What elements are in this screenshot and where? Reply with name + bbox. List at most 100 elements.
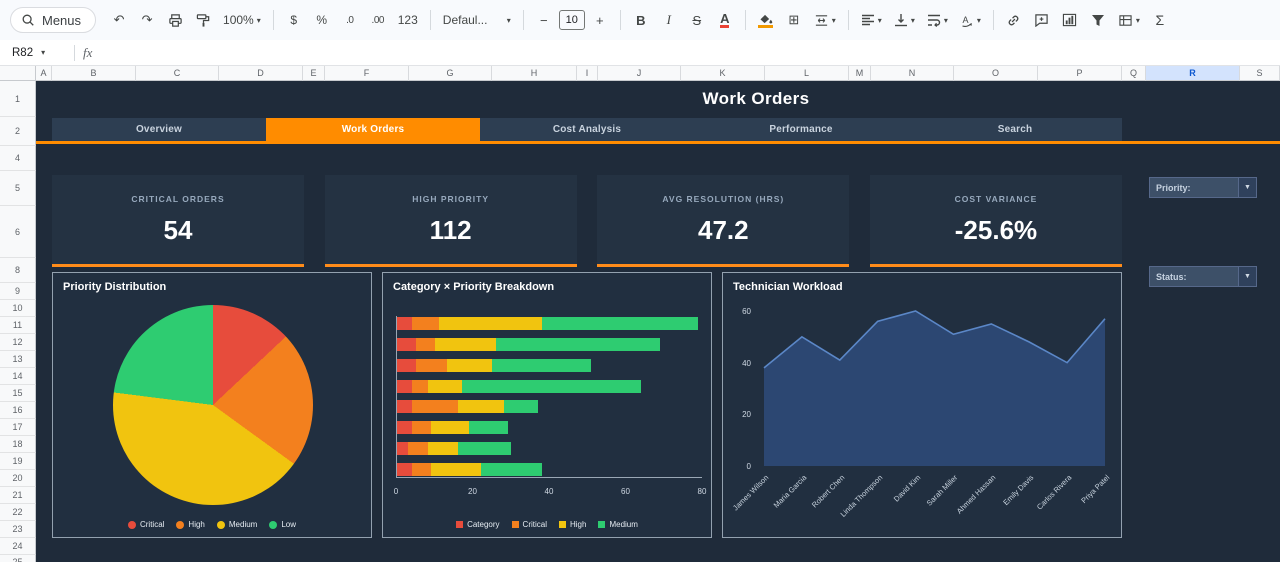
column-header-D[interactable]: D [219, 66, 303, 81]
chevron-down-icon: ▾ [41, 48, 45, 57]
row-header-14[interactable]: 14 [0, 368, 36, 385]
row-header-13[interactable]: 13 [0, 351, 36, 368]
text-color-button[interactable]: A [712, 7, 738, 33]
column-header-K[interactable]: K [681, 66, 765, 81]
column-header-I[interactable]: I [577, 66, 598, 81]
column-header-S[interactable]: S [1240, 66, 1280, 81]
column-header-F[interactable]: F [325, 66, 409, 81]
row-header-2[interactable]: 2 [0, 117, 36, 146]
horizontal-align-button[interactable]: ▾ [856, 7, 887, 33]
row-header-22[interactable]: 22 [0, 504, 36, 521]
bar-segment [431, 463, 481, 476]
decrease-font-size-button[interactable]: − [531, 7, 557, 33]
row-header-12[interactable]: 12 [0, 334, 36, 351]
insert-link-button[interactable] [1001, 7, 1027, 33]
align-left-icon [861, 14, 875, 26]
dashboard-tab-work-orders[interactable]: Work Orders [266, 118, 480, 141]
borders-button[interactable]: ⊞ [781, 7, 807, 33]
row-header-15[interactable]: 15 [0, 385, 36, 402]
column-header-O[interactable]: O [954, 66, 1038, 81]
dashboard-tab-search[interactable]: Search [908, 118, 1122, 141]
row-header-19[interactable]: 19 [0, 453, 36, 470]
bold-button[interactable]: B [628, 7, 654, 33]
name-box[interactable]: R82 ▾ [0, 47, 66, 59]
row-header-1[interactable]: 1 [0, 81, 36, 117]
fill-color-button[interactable] [753, 7, 779, 33]
sheet-canvas[interactable]: Work Orders OverviewWork OrdersCost Anal… [36, 81, 1280, 562]
borders-icon: ⊞ [788, 12, 799, 28]
row-header-4[interactable]: 4 [0, 146, 36, 171]
font-size-input[interactable]: 10 [559, 10, 585, 30]
select-all-corner[interactable] [0, 66, 36, 81]
format-currency-button[interactable]: $ [281, 7, 307, 33]
row-header-10[interactable]: 10 [0, 300, 36, 317]
increase-font-size-button[interactable]: + [587, 7, 613, 33]
bar-segment [397, 442, 408, 455]
column-header-J[interactable]: J [598, 66, 681, 81]
legend-item: Low [269, 520, 296, 529]
row-header-11[interactable]: 11 [0, 317, 36, 334]
row-header-20[interactable]: 20 [0, 470, 36, 487]
increase-decimals-button[interactable]: .00 [365, 7, 391, 33]
create-filter-button[interactable] [1085, 7, 1111, 33]
category-priority-chart[interactable]: Category × Priority Breakdown CategoryCr… [382, 272, 712, 538]
dropdown-arrow-icon[interactable]: ▼ [1238, 267, 1256, 286]
text-wrap-button[interactable]: ▾ [922, 7, 953, 33]
undo-button[interactable]: ↶ [106, 7, 132, 33]
insert-chart-button[interactable] [1057, 7, 1083, 33]
priority-distribution-chart[interactable]: Priority Distribution CriticalHighMedium… [52, 272, 372, 538]
row-header-21[interactable]: 21 [0, 487, 36, 504]
column-header-C[interactable]: C [136, 66, 219, 81]
dashboard-tab-overview[interactable]: Overview [52, 118, 266, 141]
row-header-25[interactable]: 25 [0, 555, 36, 562]
toolbar-divider [523, 10, 524, 30]
column-header-E[interactable]: E [303, 66, 325, 81]
column-header-A[interactable]: A [36, 66, 52, 81]
vertical-align-button[interactable]: ▾ [889, 7, 920, 33]
functions-button[interactable]: Σ [1147, 7, 1173, 33]
column-header-L[interactable]: L [765, 66, 849, 81]
format-percent-button[interactable]: % [309, 7, 335, 33]
more-formats-button[interactable]: 123 [393, 7, 423, 33]
bar-segment [397, 400, 412, 413]
column-header-N[interactable]: N [871, 66, 954, 81]
legend-swatch [269, 521, 277, 529]
print-button[interactable] [162, 7, 188, 33]
column-header-M[interactable]: M [849, 66, 871, 81]
merge-cells-button[interactable]: ▾ [809, 7, 841, 33]
column-header-H[interactable]: H [492, 66, 577, 81]
toolbar: Menus ↶ ↷ 100% ▾ $ % .0 .00 123 Defaul..… [0, 0, 1280, 40]
dropdown-arrow-icon[interactable]: ▼ [1238, 178, 1256, 197]
font-select[interactable]: Defaul... ▾ [438, 7, 516, 33]
font-name: Defaul... [443, 13, 488, 27]
strikethrough-button[interactable]: S [684, 7, 710, 33]
row-header-24[interactable]: 24 [0, 538, 36, 555]
row-header-6[interactable]: 6 [0, 206, 36, 258]
insert-comment-button[interactable] [1029, 7, 1055, 33]
zoom-select[interactable]: 100% ▾ [218, 7, 266, 33]
technician-workload-chart[interactable]: Technician Workload 0204060James WilsonM… [722, 272, 1122, 538]
row-header-16[interactable]: 16 [0, 402, 36, 419]
column-header-R[interactable]: R [1146, 66, 1240, 81]
row-header-18[interactable]: 18 [0, 436, 36, 453]
column-header-B[interactable]: B [52, 66, 136, 81]
row-header-5[interactable]: 5 [0, 171, 36, 206]
filter-views-button[interactable]: ▾ [1113, 7, 1145, 33]
redo-button[interactable]: ↷ [134, 7, 160, 33]
paint-format-button[interactable] [190, 7, 216, 33]
row-header-17[interactable]: 17 [0, 419, 36, 436]
dashboard-tab-cost-analysis[interactable]: Cost Analysis [480, 118, 694, 141]
menus-button[interactable]: Menus [10, 7, 96, 33]
column-header-Q[interactable]: Q [1122, 66, 1146, 81]
priority-filter-dropdown[interactable]: Priority: ▼ [1149, 177, 1257, 198]
column-header-G[interactable]: G [409, 66, 492, 81]
italic-button[interactable]: I [656, 7, 682, 33]
decrease-decimals-button[interactable]: .0 [337, 7, 363, 33]
dashboard-tab-performance[interactable]: Performance [694, 118, 908, 141]
text-rotation-button[interactable]: A ▾ [955, 7, 986, 33]
column-header-P[interactable]: P [1038, 66, 1122, 81]
status-filter-dropdown[interactable]: Status: ▼ [1149, 266, 1257, 287]
row-header-23[interactable]: 23 [0, 521, 36, 538]
row-header-8[interactable]: 8 [0, 258, 36, 283]
row-header-9[interactable]: 9 [0, 283, 36, 300]
